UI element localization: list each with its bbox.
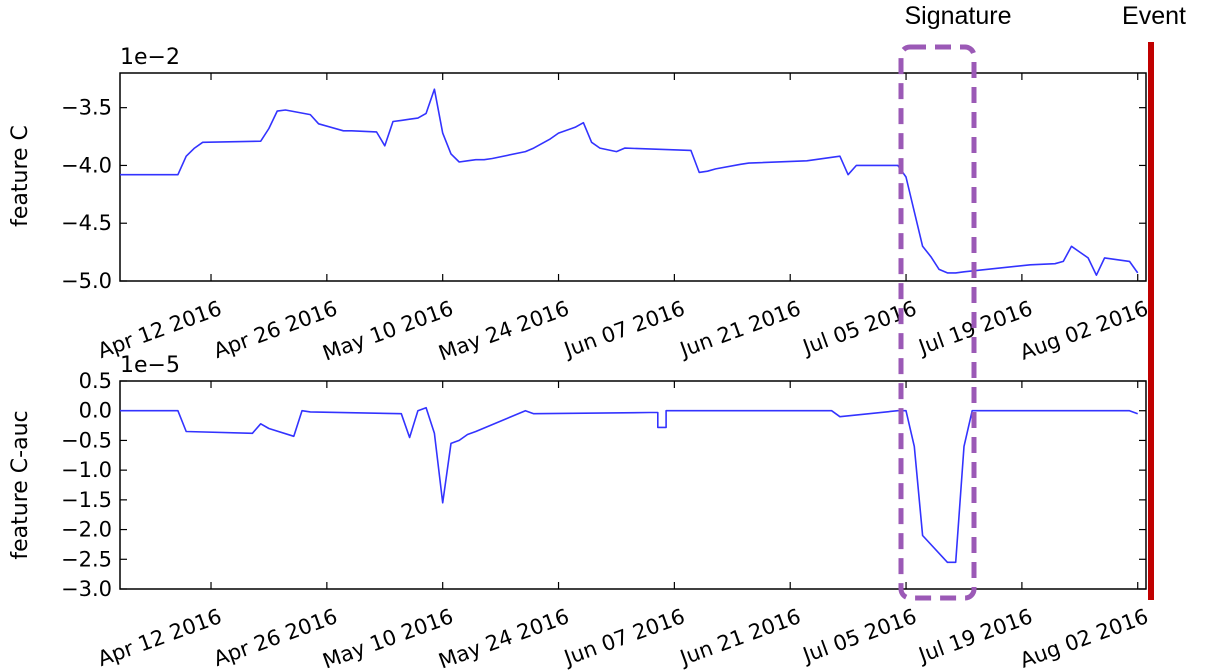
y-tick-label: −3.5: [61, 96, 112, 120]
offset-label: 1e−2: [120, 45, 180, 70]
event-label: Event: [1122, 2, 1186, 30]
y-tick-label: −4.0: [61, 153, 112, 177]
signature-label: Signature: [904, 2, 1011, 30]
x-tick-label: Aug 02 2016: [1017, 296, 1152, 365]
x-tick-label: Apr 12 2016: [94, 604, 224, 670]
y-tick-label: −0.5: [61, 428, 112, 452]
y-tick-label: −1.5: [61, 488, 112, 512]
x-tick-label: Jul 05 2016: [798, 604, 920, 668]
x-tick-label: Aug 02 2016: [1017, 604, 1152, 670]
x-tick-label: Jun 07 2016: [559, 604, 688, 670]
y-tick-label: −1.0: [61, 458, 112, 482]
y-axis-label: feature C-auc: [8, 410, 33, 559]
y-axis-label: feature C: [8, 125, 33, 227]
chart-feature-c-auc: 1e−5 feature C-auc 0.5 0.0 −0.5 −1.0 −1.5 −2.…: [8, 353, 1151, 670]
y-tick-label: −4.5: [61, 211, 112, 235]
plot-area: [119, 380, 1147, 590]
y-tick-label: −2.0: [61, 518, 112, 542]
y-tick-label: 0.0: [79, 399, 112, 423]
x-tick-label: Apr 26 2016: [210, 604, 340, 670]
series-line: [120, 88, 1139, 277]
x-tick-label: May 24 2016: [435, 604, 572, 670]
x-tick-label: Jul 19 2016: [914, 604, 1036, 668]
y-tick-label: 0.5: [79, 369, 112, 393]
series-line: [120, 406, 1138, 564]
y-tick-label: −5.0: [61, 269, 112, 293]
x-tick-label: Jul 05 2016: [798, 296, 920, 360]
x-tick-label: May 24 2016: [435, 296, 572, 365]
x-tick-label: May 10 2016: [320, 296, 457, 365]
plot-area: [119, 72, 1147, 282]
signature-box: [898, 44, 977, 601]
y-tick-label: −2.5: [61, 547, 112, 571]
x-tick-label: Jun 21 2016: [675, 296, 804, 362]
x-tick-label: Jun 07 2016: [559, 296, 688, 362]
y-tick-label: −3.0: [61, 577, 112, 601]
x-tick-label: May 10 2016: [320, 604, 457, 670]
annotations: Signature Event: [898, 2, 1186, 601]
offset-label: 1e−5: [120, 353, 180, 378]
x-tick-label: Jun 21 2016: [675, 604, 804, 670]
x-tick-label: Apr 26 2016: [210, 296, 340, 363]
